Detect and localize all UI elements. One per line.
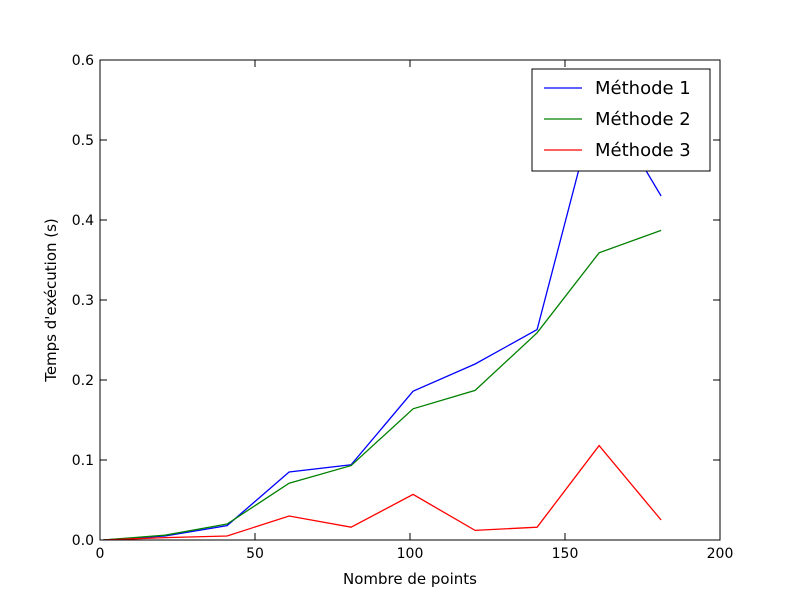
legend-label-methode-2: Méthode 2: [595, 109, 691, 130]
x-axis-label: Nombre de points: [343, 570, 477, 588]
legend-frame: [531, 68, 711, 172]
y-tick-label: 0.4: [72, 213, 94, 229]
y-tick-label: 0.5: [72, 133, 94, 149]
y-tick-label: 0.1: [72, 453, 94, 469]
series-line-methode-1: [103, 90, 662, 540]
y-tick-label: 0.3: [72, 293, 94, 309]
y-tick-label: 0.2: [72, 373, 94, 389]
y-axis-label: Temps d'exécution (s): [42, 218, 60, 383]
x-tick-label: 0: [96, 546, 105, 562]
series-layer: [103, 90, 662, 540]
y-tick-label: 0.6: [72, 53, 94, 69]
x-tick-label: 200: [707, 546, 734, 562]
series-line-methode-3: [103, 444, 662, 540]
y-tick-label: 0.0: [72, 533, 94, 549]
x-tick-label: 150: [552, 546, 579, 562]
x-tick-label: 100: [397, 546, 424, 562]
legend-label-methode-3: Méthode 3: [595, 140, 691, 161]
x-tick-label: 50: [246, 546, 264, 562]
series-line-methode-2: [103, 229, 662, 540]
legend-label-methode-1: Méthode 1: [595, 78, 691, 99]
legend: Méthode 1 Méthode 2 Méthode 3: [531, 68, 711, 172]
tick-layer: 0 50 100 150 200 0.0 0.1 0.2 0.3 0.4 0.5 0.6: [72, 53, 734, 562]
